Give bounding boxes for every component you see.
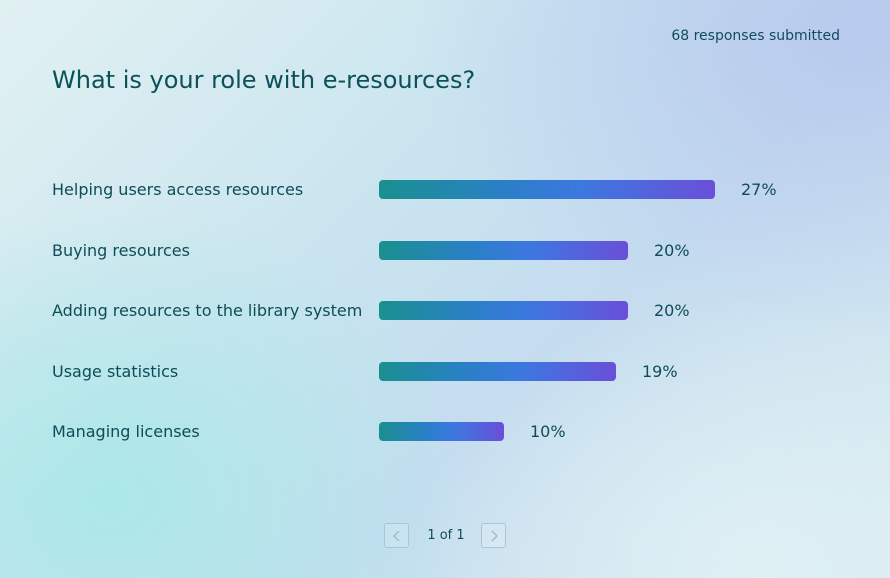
value-label: 27% [741, 180, 777, 199]
chart-row: Managing licenses 10% [0, 417, 890, 447]
chevron-right-icon [491, 530, 498, 541]
bar [379, 301, 628, 320]
category-label: Buying resources [52, 240, 190, 260]
bar [379, 361, 616, 381]
bar [379, 180, 715, 199]
category-label: Helping users access resources [52, 180, 304, 199]
pagination: 1 of 1 [384, 523, 508, 550]
chevron-left-icon [392, 530, 399, 541]
chart-row: Adding resources to the library system 20… [0, 296, 890, 326]
category-label: Managing licenses [52, 422, 200, 441]
category-label: Adding resources to the library system [52, 301, 363, 320]
bar [379, 422, 504, 441]
value-label: 20% [654, 301, 690, 320]
value-label: 10% [530, 422, 566, 441]
page-indicator: 1 of 1 [427, 528, 465, 543]
category-label: Usage statistics [52, 361, 179, 381]
value-label: 20% [654, 240, 690, 260]
question-title: What is your role with e-resources? [52, 66, 476, 94]
bar [379, 240, 628, 260]
next-page-button[interactable] [481, 523, 506, 548]
chart-row: Helping users access resources 27% [0, 175, 890, 205]
chart-row: Usage statistics 19% [0, 357, 890, 387]
value-label: 19% [642, 361, 678, 381]
chart-row: Buying resources 20% [0, 236, 890, 266]
responses-count: 68 responses submitted [671, 28, 840, 44]
previous-page-button[interactable] [384, 523, 409, 548]
